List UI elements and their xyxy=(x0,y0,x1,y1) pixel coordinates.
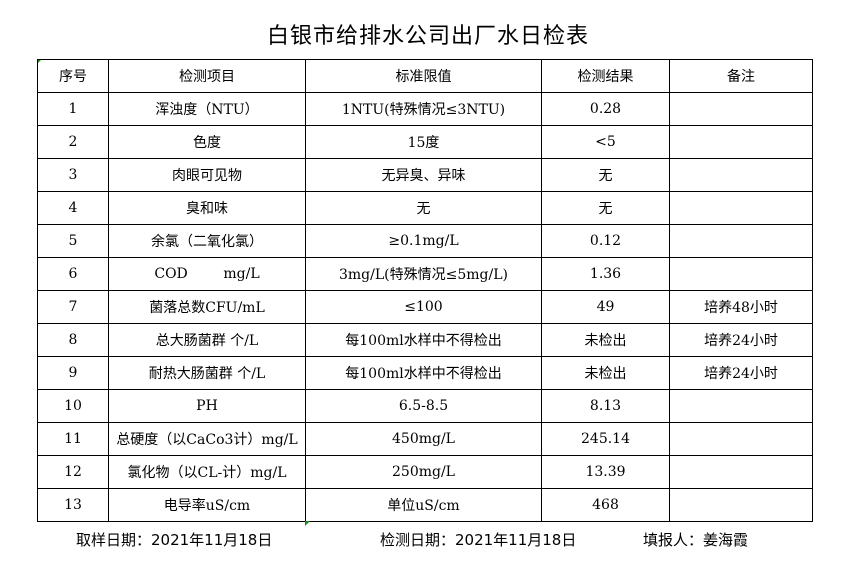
cell-result: 468 xyxy=(541,488,670,522)
table-row: 2 色度 15度 <5 xyxy=(37,125,813,159)
cell-limit: 标准限值 xyxy=(305,59,542,93)
cell-seq: 3 xyxy=(37,158,109,192)
cell-remark: 培养48小时 xyxy=(669,290,813,324)
cell-limit: 15度 xyxy=(305,125,542,159)
cell-seq: 13 xyxy=(37,488,109,522)
page-title: 白银市给排水公司出厂水日检表 xyxy=(266,24,589,49)
cell-result: 未检出 xyxy=(541,356,670,390)
cell-remark xyxy=(669,224,813,258)
cell-item: 色度 xyxy=(108,125,306,159)
cell-result: 1.36 xyxy=(541,257,670,291)
cell-limit: 单位uS/cm xyxy=(305,488,542,522)
cell-result: 8.13 xyxy=(541,389,670,423)
cell-seq: 9 xyxy=(37,356,109,390)
cell-result: 无 xyxy=(541,191,670,225)
cell-limit: 3mg/L(特殊情况≤5mg/L) xyxy=(305,257,542,291)
cell-item: 臭和味 xyxy=(108,191,306,225)
cell-result: 245.14 xyxy=(541,422,670,456)
cell-seq: 2 xyxy=(37,125,109,159)
cell-seq: 10 xyxy=(37,389,109,423)
cell-remark xyxy=(669,92,813,126)
inspection-table: 序号 检测项目 标准限值 检测结果 备注 1 浑浊度（NTU） 1NTU(特殊情况≤3NTU)… xyxy=(37,59,813,522)
cell-seq: 8 xyxy=(37,323,109,357)
cell-result: 0.12 xyxy=(541,224,670,258)
cell-result: <5 xyxy=(541,125,670,159)
cell-result: 无 xyxy=(541,158,670,192)
cell-remark xyxy=(669,125,813,159)
cell-remark: 培养24小时 xyxy=(669,356,813,390)
cell-remark xyxy=(669,488,813,522)
table-row: 5 余氯（二氧化氯） ≥0.1mg/L 0.12 xyxy=(37,224,813,258)
cell-remark xyxy=(669,455,813,489)
table-row: 13 电导率uS/cm 单位uS/cm 468 xyxy=(37,488,813,522)
cell-item: 总大肠菌群 个/L xyxy=(108,323,306,357)
cell-remark xyxy=(669,191,813,225)
cell-item: PH xyxy=(108,389,306,423)
cell-limit: 无异臭、异味 xyxy=(305,158,542,192)
table-row: 8 总大肠菌群 个/L 每100ml水样中不得检出 未检出 培养24小时 xyxy=(37,323,813,357)
cell-seq: 7 xyxy=(37,290,109,324)
table-row: 11 总硬度（以CaCo3计）mg/L 450mg/L 245.14 xyxy=(37,422,813,456)
cell-result: 13.39 xyxy=(541,455,670,489)
cell-result: 未检出 xyxy=(541,323,670,357)
cell-remark xyxy=(669,422,813,456)
cell-marker xyxy=(305,521,310,526)
cell-item: 总硬度（以CaCo3计）mg/L xyxy=(108,422,306,456)
cell-result: 49 xyxy=(541,290,670,324)
cell-seq: 1 xyxy=(37,92,109,126)
table-row: 12 氯化物（以CL-计）mg/L 250mg/L 13.39 xyxy=(37,455,813,489)
cell-item: 菌落总数CFU/mL xyxy=(108,290,306,324)
cell-limit: ≥0.1mg/L xyxy=(305,224,542,258)
cell-remark xyxy=(669,389,813,423)
test-date: 检测日期：2021年11月18日 xyxy=(380,531,577,549)
cell-remark: 培养24小时 xyxy=(669,323,813,357)
cell-seq: 6 xyxy=(37,257,109,291)
cell-seq: 5 xyxy=(37,224,109,258)
cell-item: 耐热大肠菌群 个/L xyxy=(108,356,306,390)
cell-limit: 每100ml水样中不得检出 xyxy=(305,356,542,390)
cell-item: 余氯（二氧化氯） xyxy=(108,224,306,258)
sample-date: 取样日期：2021年11月18日 xyxy=(76,531,273,549)
cell-item: 肉眼可见物 xyxy=(108,158,306,192)
cell-limit: 1NTU(特殊情况≤3NTU) xyxy=(305,92,542,126)
cell-limit: 无 xyxy=(305,191,542,225)
cell-item: 氯化物（以CL-计）mg/L xyxy=(108,455,306,489)
cell-limit: 6.5-8.5 xyxy=(305,389,542,423)
table-row: 10 PH 6.5-8.5 8.13 xyxy=(37,389,813,423)
table-row: 6 COD mg/L 3mg/L(特殊情况≤5mg/L) 1.36 xyxy=(37,257,813,291)
cell-seq: 11 xyxy=(37,422,109,456)
cell-item: 电导率uS/cm xyxy=(108,488,306,522)
cell-limit: 每100ml水样中不得检出 xyxy=(305,323,542,357)
table-row: 4 臭和味无无 xyxy=(37,191,813,225)
cell-item: COD mg/L xyxy=(108,257,306,291)
cell-seq: 序号 xyxy=(37,59,109,93)
cell-result: 检测结果 xyxy=(541,59,670,93)
cell-seq: 4 xyxy=(37,191,109,225)
cell-limit: ≤100 xyxy=(305,290,542,324)
table-row: 9 耐热大肠菌群 个/L 每100ml水样中不得检出 未检出 培养24小时 xyxy=(37,356,813,390)
table-row: 1 浑浊度（NTU） 1NTU(特殊情况≤3NTU) 0.28 xyxy=(37,92,813,126)
cell-remark xyxy=(669,257,813,291)
cell-remark: 备注 xyxy=(669,59,813,93)
table-row: 7 菌落总数CFU/mL ≤100 49 培养48小时 xyxy=(37,290,813,324)
reporter: 填报人：姜海霞 xyxy=(643,531,749,549)
table-row: 3 肉眼可见物 无异臭、异味无 xyxy=(37,158,813,192)
cell-seq: 12 xyxy=(37,455,109,489)
cell-remark xyxy=(669,158,813,192)
cell-item: 浑浊度（NTU） xyxy=(108,92,306,126)
cell-result: 0.28 xyxy=(541,92,670,126)
cell-limit: 450mg/L xyxy=(305,422,542,456)
header-row: 序号 检测项目 标准限值 检测结果 备注 xyxy=(37,59,813,93)
cell-item: 检测项目 xyxy=(108,59,306,93)
cell-limit: 250mg/L xyxy=(305,455,542,489)
